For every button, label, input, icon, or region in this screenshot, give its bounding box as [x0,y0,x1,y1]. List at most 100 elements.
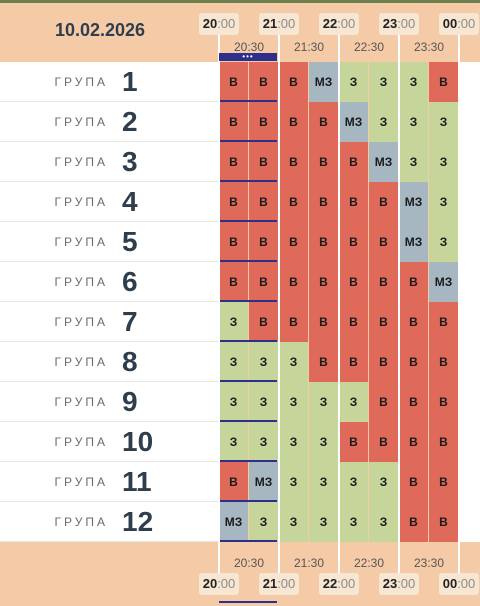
slot-cell-v[interactable]: В [429,302,458,342]
slot-cell-v[interactable]: В [219,62,248,102]
slot-cell-v[interactable]: В [249,62,278,102]
slot-cell-mz[interactable]: МЗ [429,262,458,302]
slot-cell-v[interactable]: В [429,62,458,102]
slot-cell-v[interactable]: В [429,422,458,462]
slot-cell-v[interactable]: В [369,182,398,222]
slot-cell-v[interactable]: В [339,182,368,222]
slot-cell-v[interactable]: В [399,502,428,542]
slot-cell-z[interactable]: З [399,62,428,102]
slot-cell-v[interactable]: В [369,382,398,422]
slot-cell-v[interactable]: В [249,222,278,262]
slot-cell-v[interactable]: В [249,102,278,142]
slot-cell-v[interactable]: В [249,302,278,342]
slot-cell-z[interactable]: З [309,422,338,462]
slot-cell-v[interactable]: В [219,142,248,182]
slot-cell-v[interactable]: В [279,222,308,262]
slot-cell-z[interactable]: З [219,382,248,422]
slot-cell-v[interactable]: В [279,262,308,302]
minute-digits: :00 [457,576,476,591]
slot-cell-z[interactable]: З [369,502,398,542]
slot-cell-z[interactable]: З [279,502,308,542]
slot-cell-v[interactable]: В [219,102,248,142]
slot-cell-v[interactable]: В [219,222,248,262]
top-hour-label: 22:00 [319,13,359,35]
slot-cell-z[interactable]: З [429,102,458,142]
slot-cell-z[interactable]: З [219,422,248,462]
slot-cell-v[interactable]: В [339,302,368,342]
slot-cell-z[interactable]: З [339,502,368,542]
slot-cell-z[interactable]: З [339,462,368,502]
slot-cell-v[interactable]: В [249,142,278,182]
slot-cell-z[interactable]: З [339,382,368,422]
slot-cell-v[interactable]: В [429,502,458,542]
slot-cell-v[interactable]: В [279,182,308,222]
slot-cell-v[interactable]: В [309,142,338,182]
slot-cell-z[interactable]: З [429,142,458,182]
slot-cell-v[interactable]: В [309,182,338,222]
slot-cell-v[interactable]: В [309,222,338,262]
slot-cell-mz[interactable]: МЗ [219,502,248,542]
slot-cell-v[interactable]: В [339,422,368,462]
slot-cell-v[interactable]: В [429,462,458,502]
slot-cell-z[interactable]: З [279,462,308,502]
slot-cell-v[interactable]: В [369,342,398,382]
slot-cell-z[interactable]: З [309,382,338,422]
slot-cell-z[interactable]: З [309,462,338,502]
slot-cell-v[interactable]: В [339,262,368,302]
slot-cell-v[interactable]: В [309,342,338,382]
slot-cell-v[interactable]: В [399,422,428,462]
slot-cell-v[interactable]: В [249,182,278,222]
slot-cell-z[interactable]: З [339,62,368,102]
slot-cell-v[interactable]: В [369,222,398,262]
slot-cell-z[interactable]: З [249,422,278,462]
slot-cell-v[interactable]: В [399,462,428,502]
slot-cell-mz[interactable]: МЗ [399,222,428,262]
slot-cell-z[interactable]: З [429,222,458,262]
slot-cell-v[interactable]: В [429,382,458,422]
slot-cell-z[interactable]: З [219,302,248,342]
slot-cell-z[interactable]: З [429,182,458,222]
slot-cell-v[interactable]: В [279,142,308,182]
slot-cell-z[interactable]: З [249,382,278,422]
slot-cell-v[interactable]: В [219,182,248,222]
slot-cell-mz[interactable]: МЗ [249,462,278,502]
slot-cell-z[interactable]: З [279,382,308,422]
slot-cell-z[interactable]: З [399,102,428,142]
slot-cell-v[interactable]: В [309,302,338,342]
marker-handle[interactable] [219,53,277,61]
slot-cell-v[interactable]: В [339,342,368,382]
slot-cell-z[interactable]: З [369,102,398,142]
slot-cell-v[interactable]: В [219,262,248,302]
slot-cell-mz[interactable]: МЗ [339,102,368,142]
slot-cell-v[interactable]: В [369,262,398,302]
slot-cell-mz[interactable]: МЗ [399,182,428,222]
slot-cell-z[interactable]: З [279,422,308,462]
slot-cell-v[interactable]: В [339,222,368,262]
slot-cell-v[interactable]: В [249,262,278,302]
slot-cell-v[interactable]: В [279,102,308,142]
slot-cell-mz[interactable]: МЗ [309,62,338,102]
slot-cell-v[interactable]: В [279,302,308,342]
slot-cell-z[interactable]: З [219,342,248,382]
slot-cell-v[interactable]: В [399,342,428,382]
slot-cell-z[interactable]: З [369,62,398,102]
slot-cell-v[interactable]: В [399,382,428,422]
slot-cell-z[interactable]: З [399,142,428,182]
slot-cell-v[interactable]: В [429,342,458,382]
slot-cell-v[interactable]: В [399,302,428,342]
slot-cell-v[interactable]: В [399,262,428,302]
slot-cell-v[interactable]: В [339,142,368,182]
slot-cell-z[interactable]: З [369,462,398,502]
slot-cell-z[interactable]: З [249,502,278,542]
slot-cell-v[interactable]: В [219,462,248,502]
slot-cell-z[interactable]: З [249,342,278,382]
slot-cell-z[interactable]: З [279,342,308,382]
slot-cell-v[interactable]: В [369,302,398,342]
slot-cell-z[interactable]: З [309,502,338,542]
slot-cell-v[interactable]: В [309,102,338,142]
slot-cell-v[interactable]: В [309,262,338,302]
slot-cell-v[interactable]: В [279,62,308,102]
group-word: ГРУПА [54,275,108,289]
slot-cell-mz[interactable]: МЗ [369,142,398,182]
slot-cell-v[interactable]: В [369,422,398,462]
